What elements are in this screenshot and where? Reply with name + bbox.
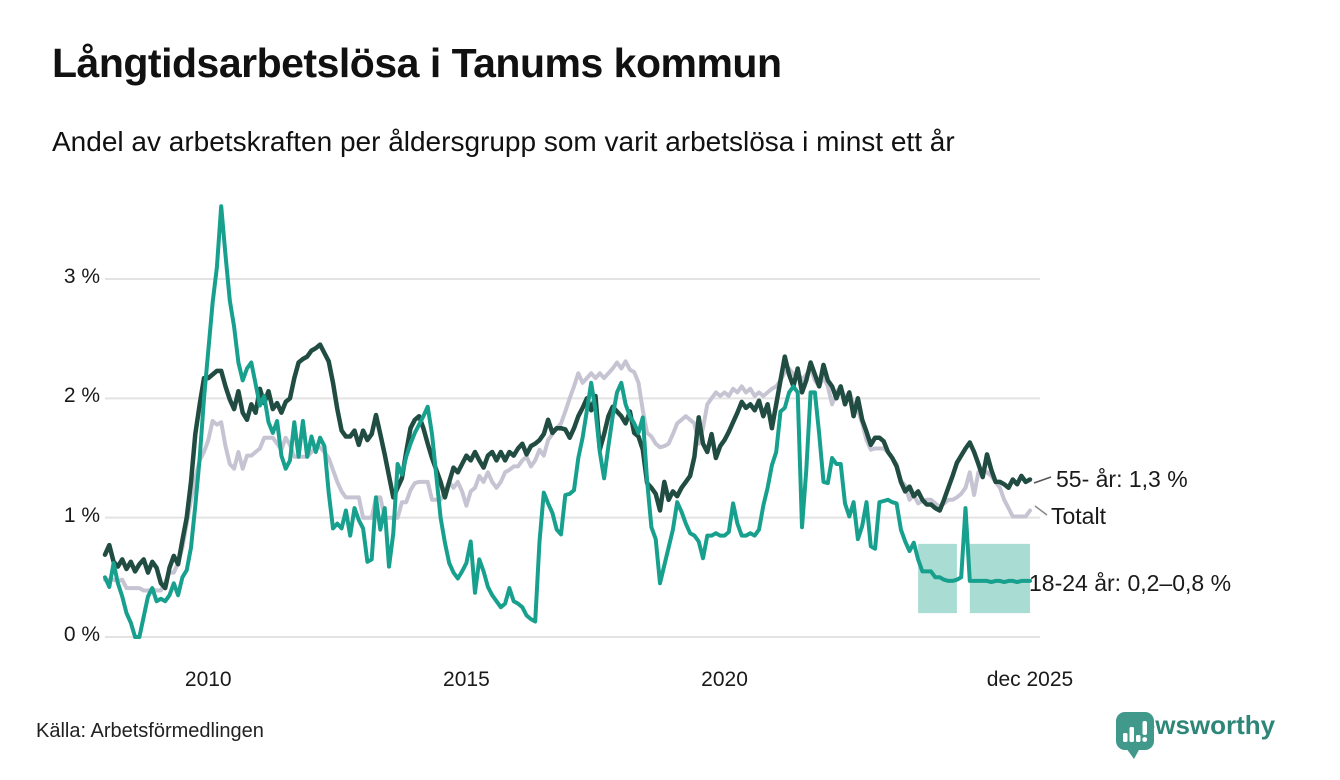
- label-18-24-ar: 18-24 år: 0,2–0,8 %: [1029, 570, 1232, 596]
- x-axis-tick: 2010: [184, 668, 232, 691]
- page-title: Långtidsarbetslösa i Tanums kommun: [52, 40, 782, 86]
- x-axis-tick: 2015: [443, 668, 490, 691]
- leader-line-totalt: [1034, 505, 1048, 516]
- newsworthy-logo-icon: [1116, 712, 1154, 759]
- label-totalt: Totalt: [1051, 503, 1106, 529]
- x-axis-tick: dec 2025: [986, 668, 1074, 691]
- y-axis-tick: 3 %: [63, 265, 100, 288]
- y-axis-tick: 0 %: [63, 623, 100, 646]
- y-axis-tick: 1 %: [63, 503, 100, 527]
- label-55-ar: 55- år: 1,3 %: [1056, 466, 1188, 492]
- source-note: Källa: Arbetsförmedlingen: [36, 720, 264, 742]
- leader-line-55-ar: [1033, 476, 1052, 484]
- page-subtitle: Andel av arbetskraften per åldersgrupp s…: [52, 126, 955, 157]
- line-totalt: [103, 359, 1032, 593]
- y-axis-tick: 2 %: [63, 384, 100, 408]
- x-axis-tick: 2020: [701, 668, 748, 691]
- line-18-24-ar: [103, 204, 1032, 639]
- gridlines: [105, 278, 1040, 638]
- newsworthy-logo: Newsworthy: [1114, 710, 1275, 759]
